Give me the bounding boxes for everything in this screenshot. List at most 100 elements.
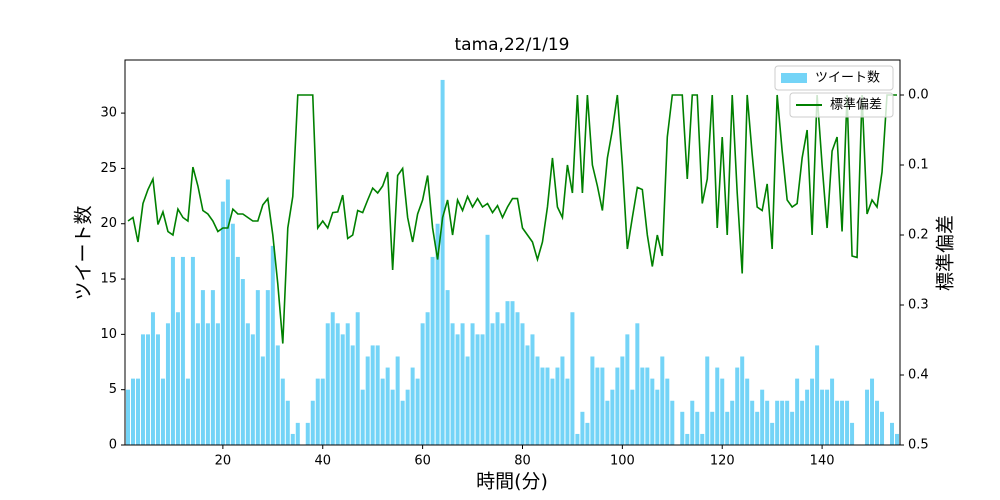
bar: [765, 400, 770, 445]
bar: [325, 323, 330, 445]
bar: [155, 334, 160, 445]
y2-tick-label: 0.0: [908, 88, 929, 103]
x-axis-label: 時間(分): [476, 471, 548, 493]
bar: [880, 411, 885, 445]
bar: [770, 422, 775, 445]
bar: [570, 312, 575, 445]
bar: [695, 411, 700, 445]
bar: [365, 356, 370, 445]
bar: [335, 323, 340, 445]
y-tick-label: 10: [100, 327, 117, 342]
bar: [305, 422, 310, 445]
bar: [605, 400, 610, 445]
y2-tick-label: 0.1: [908, 158, 929, 173]
y-tick-label: 30: [100, 106, 117, 121]
y-tick-label: 15: [100, 272, 117, 287]
y-tick-label: 5: [109, 382, 117, 397]
bar: [590, 356, 595, 445]
bar: [505, 301, 510, 445]
bar: [430, 256, 435, 445]
bar: [385, 367, 390, 445]
bar: [225, 179, 230, 445]
bar: [370, 345, 375, 445]
bar: [795, 378, 800, 445]
bar: [380, 378, 385, 445]
bar: [345, 323, 350, 445]
bar: [565, 378, 570, 445]
bar: [820, 389, 825, 445]
bar: [355, 312, 360, 445]
y2-tick-label: 0.5: [908, 438, 929, 453]
bar: [415, 378, 420, 445]
bar: [575, 433, 580, 445]
bar: [315, 378, 320, 445]
bar: [495, 312, 500, 445]
bar: [740, 356, 745, 445]
y2-tick-label: 0.2: [908, 228, 929, 243]
bar: [700, 433, 705, 445]
y-tick-label: 25: [100, 161, 117, 176]
bar: [530, 334, 535, 445]
bar: [520, 323, 525, 445]
y2-tick-label: 0.3: [908, 298, 929, 313]
bar: [275, 345, 280, 445]
bar: [150, 312, 155, 445]
bar: [850, 422, 855, 445]
bar: [635, 323, 640, 445]
bar: [890, 422, 895, 445]
bar: [865, 389, 870, 445]
bar: [665, 378, 670, 445]
bar: [445, 290, 450, 445]
bar: [360, 389, 365, 445]
bar: [815, 345, 820, 445]
x-tick-label: 60: [414, 454, 431, 469]
bar: [135, 378, 140, 445]
legend-label: 標準偏差: [830, 97, 882, 113]
bar: [875, 400, 880, 445]
bar: [825, 389, 830, 445]
bar: [620, 356, 625, 445]
bar: [160, 378, 165, 445]
line: [127, 94, 897, 344]
x-tick-label: 80: [514, 454, 531, 469]
bar: [710, 411, 715, 445]
bar: [270, 245, 275, 445]
bar: [640, 367, 645, 445]
x-tick-label: 120: [710, 454, 735, 469]
bar: [165, 323, 170, 445]
bar: [470, 323, 475, 445]
legend-box: [774, 65, 894, 91]
bar: [525, 345, 530, 445]
bar: [245, 323, 250, 445]
bar: [690, 400, 695, 445]
bar: [235, 256, 240, 445]
bar: [835, 400, 840, 445]
bar: [755, 411, 760, 445]
bar: [175, 312, 180, 445]
bar: [130, 378, 135, 445]
bar: [255, 290, 260, 445]
bar: [830, 378, 835, 445]
bar: [535, 356, 540, 445]
bar: [185, 378, 190, 445]
y-axis-label: ツイート数: [73, 205, 95, 300]
bar: [845, 400, 850, 445]
bar: [785, 400, 790, 445]
bar: [280, 378, 285, 445]
bar: [350, 345, 355, 445]
bar: [680, 411, 685, 445]
bar: [720, 378, 725, 445]
bar: [510, 301, 515, 445]
bar: [540, 367, 545, 445]
bar: [480, 334, 485, 445]
bar: [170, 256, 175, 445]
bar: [625, 334, 630, 445]
y2-axis-label: 標準偏差: [935, 215, 957, 291]
bar: [465, 356, 470, 445]
bar: [425, 312, 430, 445]
bar: [735, 367, 740, 445]
bar: [145, 334, 150, 445]
y-tick-label: 20: [100, 216, 117, 231]
bar: [500, 323, 505, 445]
bar: [560, 356, 565, 445]
